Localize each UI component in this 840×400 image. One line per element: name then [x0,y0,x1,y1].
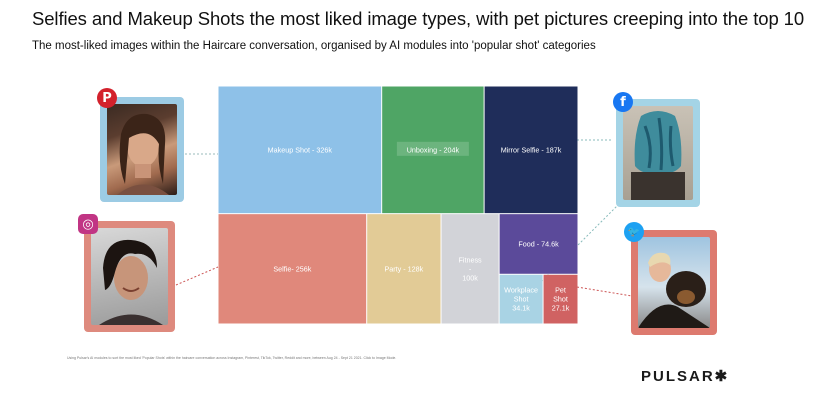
chart-title: Selfies and Makeup Shots the most liked … [32,8,805,29]
treemap-rect-selfie [218,214,367,324]
pet-photo [638,237,710,328]
treemap-cell-unboxing: Unboxing - 204k [382,86,484,214]
hair-photo [623,106,693,200]
label-highlight [396,141,469,156]
treemap-cell-food: Food - 74.6k [499,214,578,274]
treemap-cell-workplace-shot: Workplace Shot 34.1k [499,274,543,324]
treemap-rect-party [367,214,441,324]
treemap-label-fitness: Fitness -100k [458,255,482,282]
treemap-label-food: Food - 74.6k [518,239,559,248]
treemap-label-party: Party - 128k [384,264,423,273]
facebook-photo-card [616,99,700,207]
portrait-photo [107,104,177,195]
treemap-rect-pet-shot [543,274,578,324]
treemap-rect-makeup-shot [218,86,382,214]
treemap-rect-workplace-shot [499,274,543,324]
treemap-cell-makeup-shot: Makeup Shot - 326k [218,86,382,214]
facebook-icon: f [613,92,633,112]
pinterest-icon: P [97,88,117,108]
treemap-label-mirror-selfie: Mirror Selfie - 187k [501,145,562,154]
twitter-icon: 🐦 [624,222,644,242]
treemap-cell-selfie: Selfie- 256k [218,214,367,324]
treemap-cell-mirror-selfie: Mirror Selfie - 187k [484,86,578,214]
treemap-rect-mirror-selfie [484,86,578,214]
treemap-label-workplace-shot: Workplace Shot 34.1k [504,286,538,313]
footnote: Using Pulsar's AI modules to sort the mo… [67,356,397,360]
treemap-label-selfie: Selfie- 256k [273,264,311,273]
treemap-label-pet-shot: Pet Shot 27.1k [552,286,570,313]
instagram-icon: ◎ [78,214,98,234]
treemap-cell-fitness: Fitness -100k [441,214,499,324]
pinterest-photo-card [100,97,184,202]
treemap-cell-party: Party - 128k [367,214,441,324]
portrait-photo [91,228,168,325]
instagram-photo-card [84,221,175,332]
treemap-rect-food [499,214,578,274]
treemap-cell-pet-shot: Pet Shot 27.1k [543,274,578,324]
treemap-label-makeup-shot: Makeup Shot - 326k [268,145,333,154]
treemap-label-unboxing: Unboxing - 204k [407,145,460,154]
chart-subtitle: The most-liked images within the Haircar… [32,40,596,52]
twitter-photo-card [631,230,717,335]
pulsar-logo: PULSAR✱ [641,368,730,385]
treemap-rect-fitness [441,214,499,324]
